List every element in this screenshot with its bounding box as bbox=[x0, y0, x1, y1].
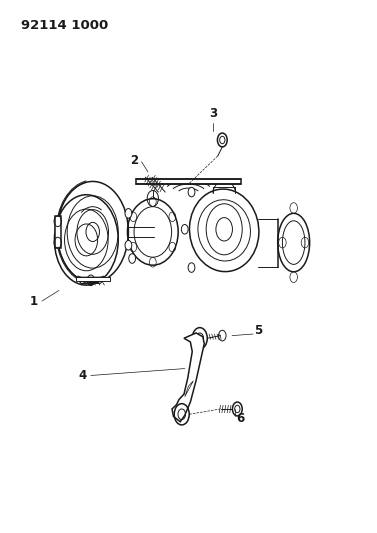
Text: 4: 4 bbox=[79, 369, 87, 382]
Text: 92114 1000: 92114 1000 bbox=[21, 19, 109, 33]
Circle shape bbox=[181, 224, 188, 234]
Text: 1: 1 bbox=[30, 295, 38, 308]
Text: 2: 2 bbox=[130, 154, 138, 167]
Circle shape bbox=[129, 254, 136, 263]
Polygon shape bbox=[136, 179, 241, 184]
Circle shape bbox=[125, 208, 132, 218]
Polygon shape bbox=[76, 277, 110, 281]
Polygon shape bbox=[55, 216, 61, 248]
Text: 5: 5 bbox=[254, 324, 262, 337]
Circle shape bbox=[188, 263, 195, 272]
Circle shape bbox=[125, 240, 132, 250]
Text: 6: 6 bbox=[237, 411, 245, 424]
Polygon shape bbox=[172, 333, 204, 422]
Text: 3: 3 bbox=[209, 107, 217, 120]
Circle shape bbox=[188, 187, 195, 197]
